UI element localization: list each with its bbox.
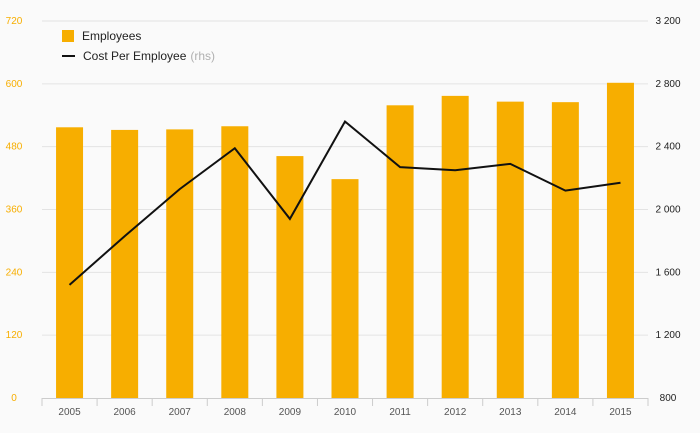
x-tick-label-2012: 2012 — [444, 407, 467, 418]
legend-rhs-suffix: (rhs) — [190, 49, 216, 63]
bar-2008 — [221, 126, 249, 398]
line-swatch-icon — [62, 55, 75, 57]
x-tick-label-2009: 2009 — [279, 407, 302, 418]
legend: Employees Cost Per Employee (rhs) — [62, 26, 215, 66]
left-tick-label-2: 240 — [6, 267, 23, 278]
bar-2005 — [56, 127, 84, 398]
x-tick-label-2013: 2013 — [499, 407, 522, 418]
legend-item-employees: Employees — [62, 26, 215, 46]
right-tick-label-0: 800 — [660, 393, 677, 404]
x-tick-label-2011: 2011 — [389, 407, 411, 418]
bar-2012 — [441, 95, 469, 398]
bar-2015 — [606, 82, 634, 399]
cost-per-employee-line — [68, 119, 621, 286]
bar-2007 — [166, 129, 194, 398]
right-tick-label-3: 2 000 — [655, 205, 680, 216]
right-tick-label-4: 2 400 — [655, 142, 680, 153]
bar-2013 — [496, 101, 524, 398]
x-tick-label-2010: 2010 — [334, 407, 357, 418]
right-tick-label-5: 2 800 — [655, 79, 680, 90]
left-tick-label-1: 120 — [6, 330, 23, 341]
x-tick-label-2015: 2015 — [609, 407, 632, 418]
x-axis: 2005 2006 2007 2008 2009 2010 2011 2012 2013 2014… — [41, 398, 649, 418]
bar-2010 — [331, 179, 359, 398]
legend-label-cost: Cost Per Employee — [83, 49, 187, 63]
right-tick-label-1: 1 200 — [655, 330, 680, 341]
legend-item-cost: Cost Per Employee (rhs) — [62, 46, 215, 66]
bar-2009 — [276, 156, 304, 398]
bar-2006 — [111, 129, 139, 398]
bar-2011 — [386, 105, 414, 398]
bars — [56, 82, 634, 399]
cost-line — [68, 119, 621, 286]
right-axis-ticks: 800 1 200 1 600 2 000 2 400 2 800 3 200 — [655, 16, 680, 404]
left-tick-label-6: 720 — [6, 16, 23, 27]
left-tick-label-3: 360 — [6, 205, 23, 216]
x-tick-label-2014: 2014 — [554, 407, 577, 418]
left-tick-label-4: 480 — [6, 142, 23, 153]
bar-swatch-icon — [62, 30, 74, 42]
x-tick-label-2006: 2006 — [114, 407, 137, 418]
right-tick-label-2: 1 600 — [655, 267, 680, 278]
x-tick-label-2007: 2007 — [169, 407, 192, 418]
left-tick-label-5: 600 — [6, 79, 23, 90]
x-tick-label-2008: 2008 — [224, 407, 247, 418]
right-tick-label-6: 3 200 — [655, 16, 680, 27]
legend-label-employees: Employees — [82, 29, 142, 43]
x-tick-label-2005: 2005 — [58, 407, 81, 418]
left-axis-ticks: 0 120 240 360 480 600 720 — [6, 16, 23, 404]
bar-2014 — [551, 102, 579, 398]
left-tick-label-0: 0 — [11, 393, 17, 404]
